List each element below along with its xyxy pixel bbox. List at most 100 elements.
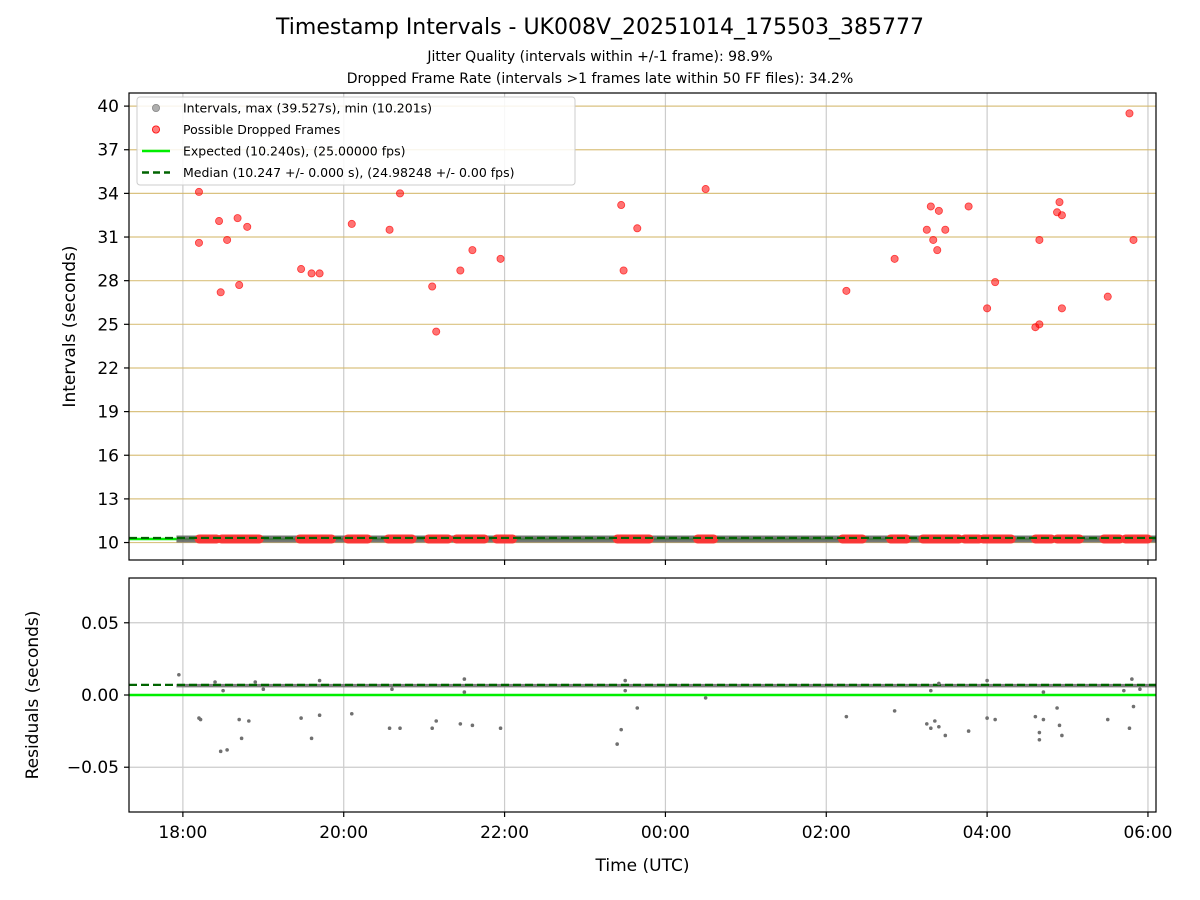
residual-point: [218, 749, 223, 754]
residuals-panel: [129, 578, 1156, 812]
x-axis-label: Time (UTC): [595, 856, 690, 876]
dropped-frame-point: [297, 265, 306, 274]
dropped-frame-point: [1035, 235, 1044, 244]
dropped-frame-point: [215, 217, 224, 226]
residual-point: [1037, 730, 1042, 735]
residual-point: [458, 722, 463, 726]
dropped-frame-rate-subtitle: Dropped Frame Rate (intervals >1 frames …: [346, 71, 854, 87]
x-tick-label: 22:00: [480, 823, 529, 843]
dropped-frame-point: [243, 222, 252, 231]
dropped-frame-point: [216, 288, 225, 297]
dropped-frame-point: [842, 286, 851, 295]
dropped-frame-point: [929, 235, 938, 244]
dropped-frame-point: [934, 206, 943, 215]
dropped-frame-point: [468, 246, 477, 255]
dropped-frame-point: [223, 235, 232, 244]
dropped-frame-point: [1057, 304, 1066, 313]
dropped-frame-point: [194, 238, 203, 247]
dropped-frame-point: [456, 266, 465, 275]
y-tick-label: 13: [97, 490, 119, 510]
residual-point: [929, 726, 933, 731]
y-tick-label: 25: [97, 315, 119, 335]
residual-point: [462, 677, 467, 681]
residual-point: [213, 680, 217, 684]
x-tick-label: 00:00: [641, 823, 690, 843]
dropped-frame-point: [941, 225, 950, 234]
residual-point: [299, 716, 303, 720]
intervals-y-axis-label: Intervals (seconds): [60, 245, 80, 407]
residual-point: [1130, 677, 1134, 681]
residual-point: [261, 687, 266, 692]
residual-point: [1131, 704, 1136, 709]
y-tick-label: 37: [97, 141, 119, 161]
legend-dropped-marker: [151, 125, 160, 134]
residual-point: [1060, 733, 1064, 738]
residual-point: [434, 719, 439, 723]
residual-point: [1037, 737, 1042, 742]
dropped-frame-point: [307, 269, 316, 278]
residual-point: [177, 672, 181, 677]
dropped-frame-point: [315, 269, 324, 278]
dropped-frame-point: [396, 189, 405, 198]
residual-point: [985, 716, 989, 720]
dropped-frame-point: [496, 254, 505, 263]
dropped-frame-point: [890, 254, 899, 263]
residual-point: [619, 727, 623, 732]
residual-point: [247, 719, 251, 723]
dropped-frame-point: [1103, 292, 1112, 301]
residuals-y-axis-label: Residuals (seconds): [23, 611, 43, 780]
residual-point: [1055, 706, 1059, 710]
residual-point: [1127, 726, 1132, 731]
residual-point: [993, 717, 997, 722]
residual-point: [703, 696, 708, 700]
dropped-frame-point: [385, 225, 394, 234]
legend: Intervals, max (39.527s), min (10.201s) P…: [136, 96, 576, 186]
y-tick-label: 10: [97, 534, 119, 554]
residual-point: [253, 680, 258, 684]
y-tick-label: 16: [97, 446, 119, 466]
dropped-frame-point: [233, 214, 242, 223]
residual-point: [317, 678, 322, 683]
dropped-frame-point: [428, 282, 437, 291]
y-tick-label: 31: [97, 228, 119, 248]
residual-point: [462, 690, 467, 694]
dropped-frame-point: [194, 187, 203, 196]
residual-point: [237, 717, 241, 722]
residual-point: [892, 709, 897, 713]
residual-point: [198, 717, 203, 722]
residual-point: [1041, 717, 1046, 722]
legend-intervals-marker: [151, 104, 160, 113]
residual-y-tick-label: −0.05: [67, 758, 119, 778]
residual-point: [635, 706, 640, 710]
residual-point: [1122, 688, 1126, 693]
residual-point: [985, 678, 989, 683]
dropped-frame-point: [983, 304, 992, 313]
intervals-panel: [129, 93, 1156, 560]
residual-point: [1057, 723, 1062, 728]
residual-point: [390, 687, 394, 692]
dropped-frame-point: [1125, 109, 1134, 118]
dropped-frame-point: [991, 278, 1000, 287]
residual-point: [317, 713, 322, 718]
x-tick-label: 06:00: [1123, 823, 1172, 843]
y-tick-label: 19: [97, 403, 119, 423]
dropped-frame-point: [1055, 198, 1064, 207]
legend-entry-label: Intervals, max (39.527s), min (10.201s): [183, 101, 432, 116]
residual-point: [623, 678, 628, 683]
x-tick-label: 18:00: [158, 823, 207, 843]
y-tick-label: 34: [97, 184, 119, 204]
residual-point: [430, 726, 434, 731]
dropped-frame-point: [964, 202, 973, 211]
residual-point: [929, 688, 933, 693]
residual-point: [1138, 687, 1142, 692]
residual-point: [937, 724, 941, 729]
dropped-frame-point: [926, 202, 935, 211]
y-tick-label: 28: [97, 272, 119, 292]
residual-point: [1033, 714, 1038, 719]
dropped-frame-point: [619, 266, 628, 275]
x-tick-label: 20:00: [319, 823, 368, 843]
residual-point: [943, 733, 948, 738]
x-tick-label: 02:00: [802, 823, 851, 843]
residual-y-tick-label: 0.05: [81, 614, 119, 634]
